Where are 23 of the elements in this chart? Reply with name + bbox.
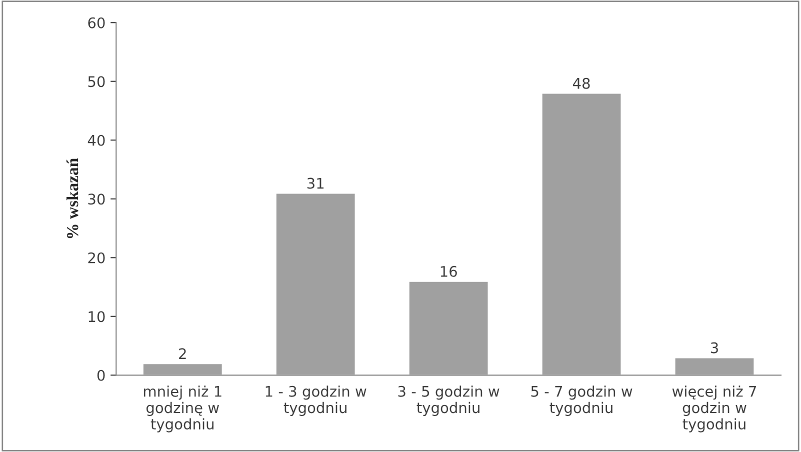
- y-axis-title: % wskazań: [66, 158, 78, 238]
- data-label: 48: [572, 78, 590, 89]
- x-tick-label: więcej niż 7 godzin w tygodniu: [672, 386, 756, 432]
- x-tick-label: 5 - 7 godzin w tygodniu: [531, 386, 632, 416]
- y-tick-label: 60: [88, 17, 105, 28]
- data-label: 31: [307, 178, 324, 189]
- y-tick-label: 50: [88, 76, 105, 88]
- y-tick-label: 10: [88, 311, 105, 322]
- data-label: 3: [710, 342, 718, 354]
- y-tick-label: 20: [88, 252, 105, 264]
- bar: [142, 362, 224, 376]
- x-tick-label: 1 - 3 godzin w tygodniu: [266, 386, 366, 416]
- y-tick-label: 40: [88, 134, 105, 146]
- x-tick-label: mniej niż 1 godzinę w tygodniu: [144, 386, 222, 432]
- bar: [674, 356, 756, 376]
- y-tick-label: 0: [97, 370, 105, 381]
- x-tick-label: 3 - 5 godzin w tygodniu: [398, 386, 500, 416]
- data-label: 16: [440, 266, 457, 277]
- data-label: 2: [179, 348, 186, 359]
- bar: [275, 192, 356, 376]
- bar: [408, 280, 490, 376]
- bar: [540, 92, 622, 376]
- y-tick-label: 30: [88, 194, 105, 205]
